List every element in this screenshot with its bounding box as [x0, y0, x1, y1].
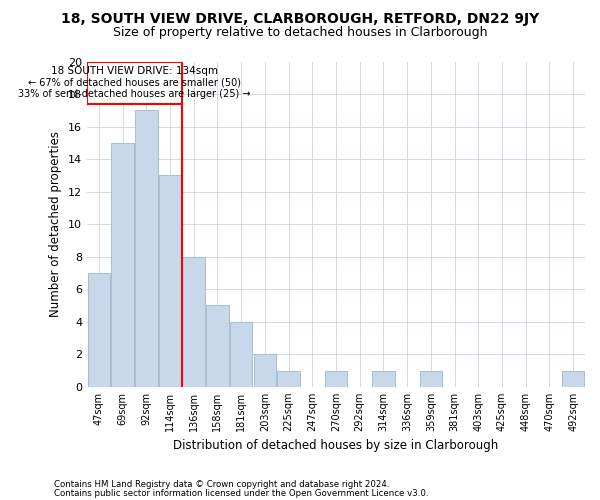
X-axis label: Distribution of detached houses by size in Clarborough: Distribution of detached houses by size …	[173, 440, 499, 452]
Text: ← 67% of detached houses are smaller (50): ← 67% of detached houses are smaller (50…	[28, 78, 241, 88]
Bar	[254, 354, 276, 387]
Bar	[230, 322, 253, 387]
Text: 18, SOUTH VIEW DRIVE, CLARBOROUGH, RETFORD, DN22 9JY: 18, SOUTH VIEW DRIVE, CLARBOROUGH, RETFO…	[61, 12, 539, 26]
Bar	[325, 370, 347, 387]
Bar	[206, 306, 229, 387]
Bar	[87, 62, 182, 104]
Bar	[111, 143, 134, 387]
Bar	[182, 256, 205, 387]
Text: Contains public sector information licensed under the Open Government Licence v3: Contains public sector information licen…	[54, 489, 428, 498]
Bar	[419, 370, 442, 387]
Bar	[88, 273, 110, 387]
Bar	[562, 370, 584, 387]
Text: Contains HM Land Registry data © Crown copyright and database right 2024.: Contains HM Land Registry data © Crown c…	[54, 480, 389, 489]
Text: 33% of semi-detached houses are larger (25) →: 33% of semi-detached houses are larger (…	[18, 89, 251, 99]
Text: 18 SOUTH VIEW DRIVE: 134sqm: 18 SOUTH VIEW DRIVE: 134sqm	[51, 66, 218, 76]
Bar	[372, 370, 395, 387]
Bar	[277, 370, 300, 387]
Y-axis label: Number of detached properties: Number of detached properties	[49, 131, 62, 317]
Bar	[135, 110, 158, 387]
Text: Size of property relative to detached houses in Clarborough: Size of property relative to detached ho…	[113, 26, 487, 39]
Bar	[159, 176, 181, 387]
